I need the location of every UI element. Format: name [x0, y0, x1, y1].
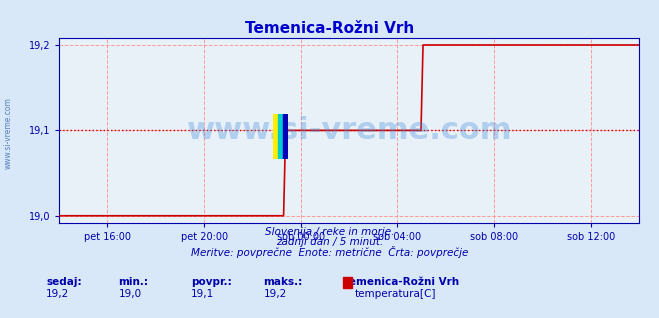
- Text: maks.:: maks.:: [264, 277, 303, 287]
- Bar: [283, 114, 288, 159]
- Text: Temenica-Rožni Vrh: Temenica-Rožni Vrh: [245, 21, 414, 36]
- Bar: [273, 114, 278, 159]
- Text: www.si-vreme.com: www.si-vreme.com: [186, 116, 512, 145]
- Text: Slovenija / reke in morje.: Slovenija / reke in morje.: [265, 227, 394, 237]
- Text: povpr.:: povpr.:: [191, 277, 232, 287]
- Text: min.:: min.:: [119, 277, 149, 287]
- Text: 19,2: 19,2: [46, 289, 69, 299]
- Text: 19,0: 19,0: [119, 289, 142, 299]
- Text: Meritve: povprečne  Enote: metrične  Črta: povprečje: Meritve: povprečne Enote: metrične Črta:…: [191, 246, 468, 259]
- Text: 19,1: 19,1: [191, 289, 214, 299]
- Bar: [278, 114, 283, 159]
- Text: www.si-vreme.com: www.si-vreme.com: [3, 98, 13, 169]
- Text: 19,2: 19,2: [264, 289, 287, 299]
- Text: temperatura[C]: temperatura[C]: [355, 289, 436, 299]
- Text: sedaj:: sedaj:: [46, 277, 82, 287]
- Text: zadnji dan / 5 minut.: zadnji dan / 5 minut.: [276, 237, 383, 247]
- Text: Temenica-Rožni Vrh: Temenica-Rožni Vrh: [343, 277, 459, 287]
